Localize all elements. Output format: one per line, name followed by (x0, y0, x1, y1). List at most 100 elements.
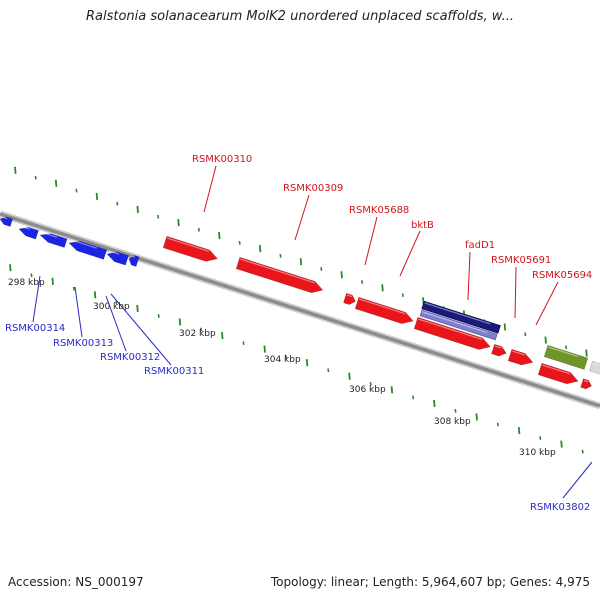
gene-arrow-rsmk05688[interactable] (343, 292, 357, 306)
gene-label-forward[interactable]: RSMK05688 (349, 205, 409, 216)
gene-arrow-bktb[interactable] (354, 296, 415, 326)
tick-mark (238, 240, 241, 245)
tick-mark (115, 300, 118, 305)
tick-mark (221, 331, 224, 340)
leader-line-reverse (105, 295, 127, 352)
tick-mark (581, 449, 584, 454)
scale-label: 298 kbp (8, 278, 45, 288)
accession-text: Accession: NS_000197 (8, 575, 144, 589)
tick-mark (30, 273, 33, 278)
tick-mark (54, 179, 58, 187)
leader-line-forward (514, 266, 517, 319)
gene-arrow-rsmk05694[interactable] (507, 348, 535, 368)
tick-mark (279, 254, 282, 258)
tick-mark (197, 227, 200, 232)
scale-label: 304 kbp (264, 355, 301, 365)
gene-arrow-red-end[interactable] (537, 362, 580, 387)
scale-label: 300 kbp (93, 302, 130, 312)
gene-arrow-rsmk00312[interactable] (67, 238, 108, 260)
scale-label: 302 kbp (179, 329, 216, 339)
gene-label-forward[interactable]: RSMK00309 (283, 183, 343, 194)
tick-mark (412, 395, 415, 400)
tick-mark (305, 359, 309, 367)
tick-mark (401, 293, 404, 297)
gene-arrow-rsmk00313b[interactable] (39, 231, 68, 248)
gene-arrow-rsmk00314[interactable] (0, 215, 14, 227)
gene-label-forward[interactable]: RSMK05694 (532, 270, 592, 281)
gene-label-forward[interactable]: bktB (411, 220, 434, 231)
tick-mark (75, 188, 78, 193)
leader-line-forward (364, 216, 378, 266)
genes (0, 215, 600, 391)
tick-mark (381, 284, 384, 292)
tick-mark (299, 258, 303, 266)
tick-mark (157, 314, 160, 318)
leader-line-forward (294, 194, 310, 241)
gene-arrow-rsmk00313[interactable] (18, 225, 39, 240)
leader-line-forward (467, 251, 471, 301)
tick-mark (320, 267, 323, 271)
scale-label: 306 kbp (349, 385, 386, 395)
tick-mark (258, 245, 262, 253)
tick-mark (116, 201, 119, 206)
leader-line-reverse (32, 275, 41, 323)
gene-arrow-rsmk00309[interactable] (235, 256, 324, 296)
gene-arrow-rsmk05691b[interactable] (491, 343, 507, 358)
scale-labels: 298 kbp 300 kbp 302 kbp 304 kbp 306 kbp 308 k… (8, 278, 556, 458)
lower-tick-track (9, 264, 584, 454)
tick-mark (524, 332, 527, 337)
label-leader-lines (32, 165, 593, 499)
gene-grey[interactable] (589, 360, 600, 375)
scale-label: 310 kbp (519, 448, 556, 458)
gene-fadd1-shadow[interactable] (419, 309, 498, 341)
leader-line-reverse (74, 286, 83, 338)
gene-arrow-rsmk00310[interactable] (162, 235, 219, 264)
tick-mark (433, 399, 436, 407)
tick-mark (263, 345, 266, 353)
topology-text: Topology: linear; Length: 5,964,607 bp; … (270, 575, 590, 589)
tick-mark (93, 291, 97, 299)
tick-mark (136, 205, 139, 214)
tick-mark (503, 323, 507, 331)
gene-label-reverse[interactable]: RSMK00311 (144, 366, 204, 377)
gene-fadd1[interactable] (421, 300, 501, 334)
gene-green[interactable] (543, 344, 589, 370)
gene-label-reverse[interactable]: RSMK00313 (53, 338, 113, 349)
tick-mark (369, 381, 372, 386)
gene-arrow-red-tail[interactable] (580, 378, 593, 391)
tick-mark (9, 264, 12, 272)
gene-label-forward[interactable]: RSMK05691 (491, 255, 551, 266)
tick-mark (475, 413, 478, 421)
tick-mark (51, 277, 54, 285)
map-title: Ralstonia solanacearum MolK2 unordered u… (85, 9, 514, 24)
tick-mark (390, 386, 394, 394)
tick-mark (177, 218, 180, 227)
tick-mark (136, 304, 139, 312)
tick-mark (72, 286, 75, 291)
gene-arrow-rsmk05691[interactable] (413, 316, 492, 352)
gene-label-reverse[interactable]: RSMK00314 (5, 323, 65, 334)
gene-arrow-rsmk00311[interactable] (105, 249, 129, 266)
tick-mark (34, 175, 37, 180)
tick-mark (340, 271, 343, 279)
tick-mark (218, 232, 221, 240)
gene-label-forward[interactable]: RSMK00310 (192, 154, 252, 165)
gene-label-reverse[interactable]: RSMK00312 (100, 352, 160, 363)
tick-mark (200, 327, 203, 332)
tick-mark (361, 280, 364, 284)
leader-line-reverse (562, 461, 593, 499)
leader-line-reverse (110, 293, 172, 366)
tick-mark (539, 436, 542, 440)
gene-label-reverse[interactable]: RSMK03802 (530, 502, 590, 513)
tick-mark (14, 166, 17, 174)
backbone (0, 210, 600, 410)
tick-mark (585, 349, 588, 357)
tick-mark (454, 409, 457, 413)
tick-mark (560, 440, 563, 448)
gene-arrow-rsmk00310r[interactable] (127, 254, 140, 267)
scale-label: 308 kbp (434, 417, 471, 427)
tick-mark (178, 318, 182, 326)
gene-label-forward[interactable]: fadD1 (465, 240, 495, 251)
